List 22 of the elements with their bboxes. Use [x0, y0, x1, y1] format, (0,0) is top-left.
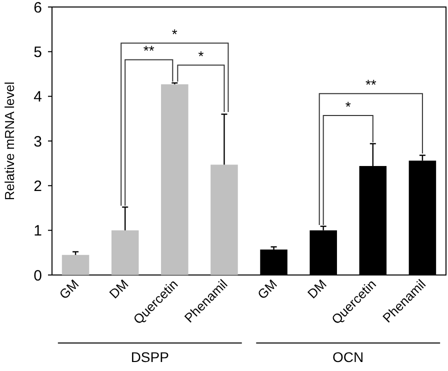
annotation: * [198, 48, 204, 64]
y-tick-label: 2 [34, 178, 42, 195]
y-tick-label: 5 [34, 44, 42, 61]
text: DSPP [130, 349, 169, 365]
text: OCN [332, 349, 364, 365]
bar [210, 164, 238, 275]
y-tick-label: 1 [34, 222, 42, 240]
y-axis-title: Relative mRNA level [2, 82, 17, 200]
y-tick-label: 4 [34, 88, 42, 106]
y-tick-label: 3 [34, 133, 42, 150]
annotation: * [172, 26, 178, 42]
annotation: ** [365, 76, 377, 93]
bar [111, 230, 139, 275]
x-tick-label: GM [56, 276, 82, 302]
x-tick-label: GM [254, 276, 280, 302]
annotation: * [345, 98, 352, 115]
y-tick-label: 0 [34, 267, 42, 284]
y-tick-label: 6 [34, 0, 42, 16]
bar [62, 254, 90, 275]
x-tick-label: DM [106, 276, 132, 302]
x-tick-label: DM [304, 276, 330, 302]
annotation: ** [143, 42, 155, 59]
